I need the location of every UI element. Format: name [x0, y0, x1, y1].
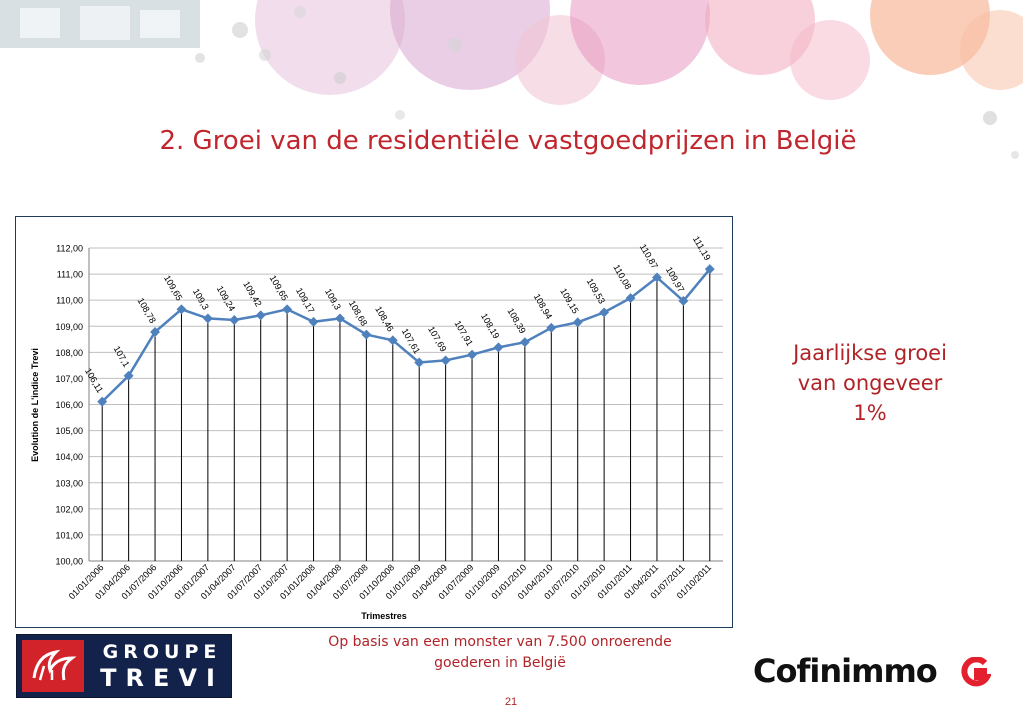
annual-growth-note-line-3: 1%	[853, 401, 887, 425]
trevi-logo-line-2: TREVI	[100, 664, 224, 692]
y-tick-label: 110,00	[56, 296, 83, 306]
data-point	[229, 315, 240, 325]
data-label: 107,91	[453, 319, 475, 348]
y-tick-label: 100,00	[55, 557, 83, 567]
data-point	[202, 313, 213, 324]
data-label: 110,87	[638, 242, 660, 270]
y-tick-label: 105,00	[55, 426, 83, 436]
data-point	[440, 355, 451, 366]
annual-growth-note: Jaarlijkse groei van ongeveer 1%	[770, 338, 970, 428]
data-point	[308, 316, 319, 327]
data-label: 109,15	[558, 286, 580, 315]
data-point	[467, 349, 477, 360]
data-label: 110,08	[611, 263, 633, 291]
data-label: 107,61	[400, 327, 422, 356]
data-point	[572, 317, 583, 328]
data-point	[599, 307, 610, 318]
data-label: 108,39	[505, 306, 527, 335]
cofinimmo-mark-icon	[961, 657, 991, 687]
data-point	[282, 304, 293, 315]
data-label: 109,65	[162, 273, 184, 302]
data-label: 108,94	[532, 292, 554, 321]
y-tick-label: 103,00	[55, 478, 83, 488]
annual-growth-note-line-2: van ongeveer	[797, 371, 943, 395]
x-axis-title: Trimestres	[361, 611, 407, 621]
data-point	[150, 327, 160, 337]
data-label: 109,3	[323, 287, 343, 312]
y-axis-title: Evolution de L'indice Trevi	[30, 348, 40, 462]
data-point	[361, 329, 372, 340]
data-label: 109,53	[585, 277, 607, 306]
data-point	[335, 313, 345, 324]
data-label: 108,46	[373, 304, 395, 333]
y-tick-label: 111,00	[57, 270, 83, 280]
trevi-logo-line-1: GROUPE	[102, 641, 222, 663]
data-point	[255, 310, 266, 321]
data-label: 109,97	[664, 265, 686, 294]
y-tick-label: 109,00	[55, 322, 83, 332]
y-tick-label: 108,00	[55, 348, 83, 358]
y-tick-label: 102,00	[55, 504, 83, 514]
data-label: 109,65	[268, 273, 290, 302]
y-tick-label: 101,00	[55, 530, 83, 540]
y-tick-label: 106,00	[55, 400, 83, 410]
data-label: 109,42	[241, 279, 263, 308]
cofinimmo-wordmark: Cofinimmo	[753, 652, 938, 690]
data-point	[625, 293, 636, 304]
y-tick-label: 107,00	[55, 374, 83, 384]
data-label: 107,69	[426, 325, 448, 354]
sample-footnote: Op basis van een monster van 7.500 onroe…	[290, 632, 710, 674]
data-point	[176, 304, 187, 315]
groupe-trevi-logo: GROUPE TREVI	[16, 634, 232, 698]
data-label: 107,1	[112, 344, 132, 369]
data-point	[652, 272, 662, 283]
series-line	[101, 268, 711, 403]
decorative-banner	[0, 0, 1023, 170]
y-tick-label: 112,00	[56, 244, 83, 254]
data-point	[704, 264, 715, 275]
data-point	[493, 342, 504, 353]
data-label: 109,24	[215, 284, 237, 313]
chart-frame: 100,00 101,00 102,00 103,00 104,00 105,00 106,…	[15, 216, 733, 628]
slide-title: 2. Groei van de residentiële vastgoedpri…	[159, 126, 857, 156]
trevi-emblem-icon	[22, 640, 84, 692]
sample-footnote-line-1: Op basis van een monster van 7.500 onroe…	[328, 634, 672, 650]
data-label: 109,3	[191, 287, 211, 312]
data-point	[678, 295, 689, 306]
y-tick-label: 104,00	[55, 452, 83, 462]
data-point	[546, 322, 557, 333]
sample-footnote-line-2: goederen in België	[434, 655, 566, 671]
annual-growth-note-line-1: Jaarlijkse groei	[793, 341, 947, 365]
cofinimmo-logo: Cofinimmo	[753, 652, 993, 694]
data-label: 106,11	[83, 366, 105, 394]
line-chart: 100,00 101,00 102,00 103,00 104,00 105,00 106,…	[30, 234, 723, 621]
data-point	[123, 370, 134, 381]
page-number: 21	[504, 696, 518, 708]
data-point	[519, 337, 530, 348]
